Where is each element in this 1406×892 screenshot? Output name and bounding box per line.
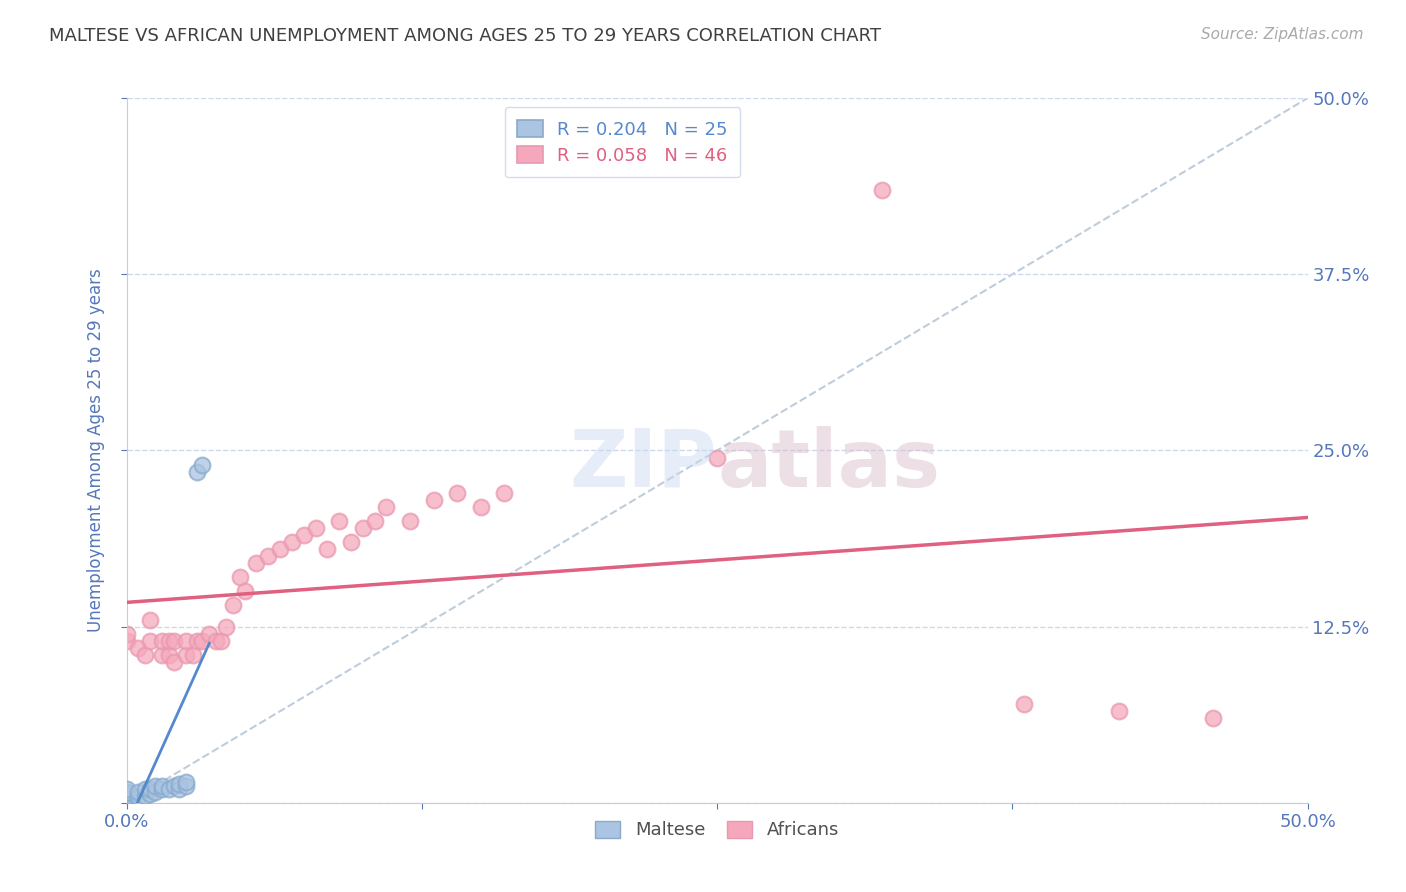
Point xyxy=(281,535,304,549)
Text: Source: ZipAtlas.com: Source: ZipAtlas.com xyxy=(1201,27,1364,42)
Point xyxy=(127,640,149,655)
Point xyxy=(143,779,166,793)
Point xyxy=(222,599,245,613)
Point xyxy=(157,633,180,648)
Point xyxy=(134,789,156,803)
Point xyxy=(422,492,444,507)
Point xyxy=(470,500,492,514)
Point xyxy=(363,514,385,528)
Point xyxy=(1202,711,1225,725)
Point xyxy=(139,633,162,648)
Text: ZIP: ZIP xyxy=(569,425,717,504)
Point xyxy=(245,556,267,570)
Point xyxy=(186,633,208,648)
Point xyxy=(139,788,162,802)
Point xyxy=(181,648,204,662)
Point xyxy=(174,648,197,662)
Point xyxy=(174,779,197,793)
Point xyxy=(115,633,138,648)
Point xyxy=(115,781,138,796)
Point xyxy=(139,781,162,796)
Point xyxy=(157,781,180,796)
Point xyxy=(191,458,214,472)
Point xyxy=(163,633,186,648)
Point xyxy=(706,450,728,465)
Point xyxy=(375,500,398,514)
Point xyxy=(233,584,256,599)
Text: MALTESE VS AFRICAN UNEMPLOYMENT AMONG AGES 25 TO 29 YEARS CORRELATION CHART: MALTESE VS AFRICAN UNEMPLOYMENT AMONG AG… xyxy=(49,27,882,45)
Point xyxy=(115,784,138,798)
Y-axis label: Unemployment Among Ages 25 to 29 years: Unemployment Among Ages 25 to 29 years xyxy=(87,268,105,632)
Point xyxy=(127,790,149,805)
Point xyxy=(205,633,228,648)
Point xyxy=(316,542,339,557)
Point xyxy=(163,655,186,669)
Point xyxy=(198,626,221,640)
Point xyxy=(150,781,173,796)
Point xyxy=(150,633,173,648)
Point xyxy=(115,786,138,800)
Point xyxy=(1012,697,1035,711)
Point xyxy=(292,528,315,542)
Point xyxy=(257,549,280,564)
Point xyxy=(229,570,252,584)
Point xyxy=(167,781,190,796)
Point xyxy=(139,613,162,627)
Point xyxy=(115,793,138,807)
Point xyxy=(1108,704,1130,718)
Point xyxy=(163,779,186,793)
Point xyxy=(399,514,422,528)
Point xyxy=(340,535,363,549)
Point xyxy=(872,183,894,197)
Point xyxy=(150,779,173,793)
Point xyxy=(134,648,156,662)
Point xyxy=(352,521,374,535)
Point xyxy=(134,781,156,796)
Point xyxy=(446,485,468,500)
Point xyxy=(209,633,232,648)
Point xyxy=(186,465,208,479)
Point xyxy=(115,789,138,803)
Point xyxy=(269,542,291,557)
Point xyxy=(191,633,214,648)
Point xyxy=(115,626,138,640)
Point xyxy=(115,790,138,805)
Point xyxy=(115,796,138,810)
Point xyxy=(174,774,197,789)
Legend: Maltese, Africans: Maltese, Africans xyxy=(588,814,846,847)
Point xyxy=(174,633,197,648)
Point xyxy=(143,784,166,798)
Point xyxy=(494,485,516,500)
Point xyxy=(157,648,180,662)
Point xyxy=(167,777,190,791)
Point xyxy=(215,619,238,633)
Point xyxy=(304,521,326,535)
Point xyxy=(127,784,149,798)
Point xyxy=(328,514,350,528)
Point xyxy=(150,648,173,662)
Text: atlas: atlas xyxy=(717,425,941,504)
